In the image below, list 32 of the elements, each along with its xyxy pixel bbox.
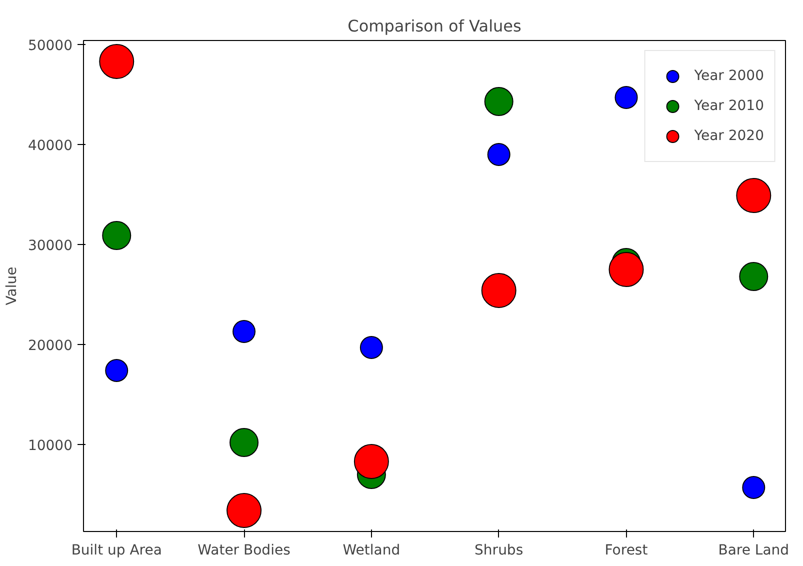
- y-tick-label: 10000: [28, 438, 73, 454]
- y-tick-label: 20000: [28, 338, 73, 354]
- point: [360, 336, 383, 359]
- point: [739, 262, 768, 291]
- point: [484, 87, 514, 116]
- point: [614, 86, 638, 109]
- point: [226, 493, 262, 528]
- point: [487, 143, 510, 166]
- point: [102, 221, 132, 250]
- x-tick-label: Bare Land: [718, 542, 790, 558]
- point: [742, 476, 766, 499]
- x-tick-label: Wetland: [342, 542, 400, 558]
- x-tick-label: Built up Area: [71, 542, 162, 558]
- legend-label: Year 2010: [694, 98, 764, 114]
- y-tick-label: 30000: [28, 238, 73, 254]
- y-tick-label: 50000: [28, 38, 73, 54]
- x-tick-label: Shrubs: [474, 542, 524, 558]
- legend-label: Year 2020: [694, 128, 764, 144]
- point: [736, 178, 772, 213]
- point: [232, 320, 256, 343]
- y-axis-title: Value: [4, 266, 20, 306]
- x-tick-label: Forest: [604, 542, 648, 558]
- point: [230, 428, 259, 457]
- point: [354, 444, 389, 479]
- y-tick-label: 40000: [28, 138, 73, 154]
- legend-label: Year 2000: [694, 68, 764, 84]
- chart-title: Comparison of Values: [348, 16, 522, 36]
- point: [608, 252, 644, 287]
- point: [481, 273, 516, 308]
- x-tick-label: Water Bodies: [198, 542, 290, 558]
- point: [99, 44, 134, 79]
- point: [105, 359, 128, 382]
